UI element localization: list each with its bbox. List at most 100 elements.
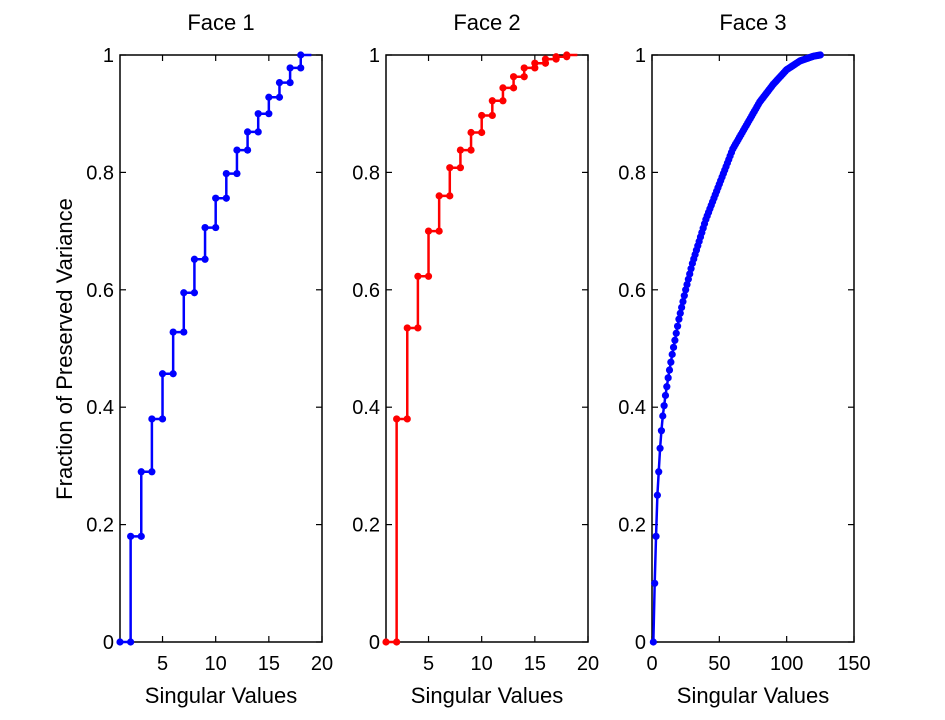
data-point: [265, 110, 273, 118]
data-point: [663, 383, 671, 391]
data-point: [657, 427, 666, 435]
y-tick-label: 1: [103, 45, 114, 67]
data-point: [676, 309, 684, 317]
data-point: [137, 468, 145, 476]
panel-face-3: 0 0.2 0.4 0.6 0.8 1 0 50 100 150 Face 3 Singular …: [618, 10, 871, 708]
chart-title-3: Face 3: [719, 10, 786, 35]
x-axis-label-3: Singular Values: [677, 683, 829, 708]
y-tick-label: 0.8: [86, 162, 114, 184]
y-tick-label: 0.4: [86, 397, 114, 419]
x-tick-label: 0: [646, 653, 657, 675]
data-point: [563, 51, 571, 59]
x-tick-label: 20: [577, 653, 599, 675]
data-point: [424, 272, 433, 280]
data-point: [127, 638, 135, 646]
data-point: [509, 73, 518, 81]
data-point: [456, 164, 465, 172]
data-point: [243, 146, 252, 154]
data-point: [382, 638, 390, 646]
data-point: [222, 169, 230, 178]
panel-face-1: 00.20.40.60.815 10 15 20 Face 1 Singular Va…: [52, 10, 333, 708]
data-point: [661, 391, 670, 400]
data-point: [137, 532, 145, 540]
data-point: [655, 468, 663, 476]
data-point: [158, 415, 167, 423]
y-tick-label: 0: [369, 632, 380, 654]
data-point: [649, 638, 657, 646]
data-point: [467, 128, 475, 137]
data-point: [656, 444, 664, 452]
data-point: [414, 324, 422, 332]
x-axis-label-1: Singular Values: [145, 683, 297, 708]
data-point: [478, 111, 486, 120]
x-axis-label-2: Singular Values: [411, 683, 563, 708]
data-point: [297, 64, 305, 72]
data-point: [488, 97, 496, 105]
ticks-2: 00.20.40.60.815 10 15 20: [352, 45, 599, 675]
data-point: [653, 491, 661, 499]
data-point: [660, 402, 668, 410]
data-point: [201, 255, 209, 263]
data-point: [254, 128, 262, 136]
data-point: [665, 366, 674, 374]
data-point: [446, 192, 454, 200]
data-point: [414, 272, 422, 280]
data-point: [265, 93, 273, 101]
x-tick-label: 20: [311, 653, 333, 675]
data-point: [254, 110, 262, 118]
y-axis-label-1: Fraction of Preserved Variance: [52, 198, 77, 500]
ticks-3: 0 0.2 0.4 0.6 0.8 1 0 50 100 150: [618, 45, 871, 675]
data-point: [169, 328, 177, 336]
data-point: [467, 146, 475, 154]
x-tick-label: 15: [524, 653, 546, 675]
y-tick-label: 0.4: [352, 397, 380, 419]
data-point: [190, 255, 199, 263]
data-point: [520, 73, 528, 81]
data-point: [672, 329, 680, 337]
data-point: [201, 223, 209, 232]
y-tick-label: 0.8: [618, 162, 646, 184]
plot-frame-2: [385, 54, 589, 643]
data-point: [667, 358, 675, 366]
x-tick-label: 100: [770, 653, 803, 675]
data-point: [286, 78, 294, 87]
y-tick-label: 0.2: [618, 515, 646, 537]
data-point: [488, 111, 496, 120]
data-point: [243, 128, 252, 136]
data-point: [499, 97, 507, 105]
y-tick-label: 0.8: [352, 162, 380, 184]
data-point: [680, 292, 688, 300]
y-tick-label: 0.2: [86, 515, 114, 537]
x-tick-label: 150: [837, 653, 870, 675]
data-point: [286, 64, 294, 72]
x-tick-label: 15: [258, 653, 280, 675]
data-point: [678, 303, 686, 312]
data-point: [148, 415, 156, 423]
data-point: [435, 192, 443, 200]
y-tick-label: 0: [103, 632, 114, 654]
data-point: [393, 638, 401, 646]
data-point: [552, 53, 560, 61]
data-point: [424, 227, 433, 235]
data-point: [651, 579, 659, 587]
data-point: [531, 59, 539, 67]
data-point: [403, 415, 411, 423]
data-point: [116, 638, 124, 646]
data-point: [127, 532, 135, 540]
data-point: [652, 532, 660, 540]
data-point: [478, 128, 486, 137]
data-point: [446, 164, 454, 172]
data-point: [456, 146, 465, 154]
series-2: [382, 51, 578, 646]
data-point: [541, 55, 550, 63]
data-point: [520, 64, 528, 72]
series-3: [649, 51, 824, 646]
data-point: [180, 328, 188, 336]
data-point: [158, 370, 167, 378]
data-point: [180, 289, 188, 297]
series-1: [116, 51, 312, 646]
data-point: [669, 343, 678, 351]
data-point: [659, 412, 667, 420]
x-tick-label: 5: [157, 653, 168, 675]
y-tick-label: 0: [635, 632, 646, 654]
